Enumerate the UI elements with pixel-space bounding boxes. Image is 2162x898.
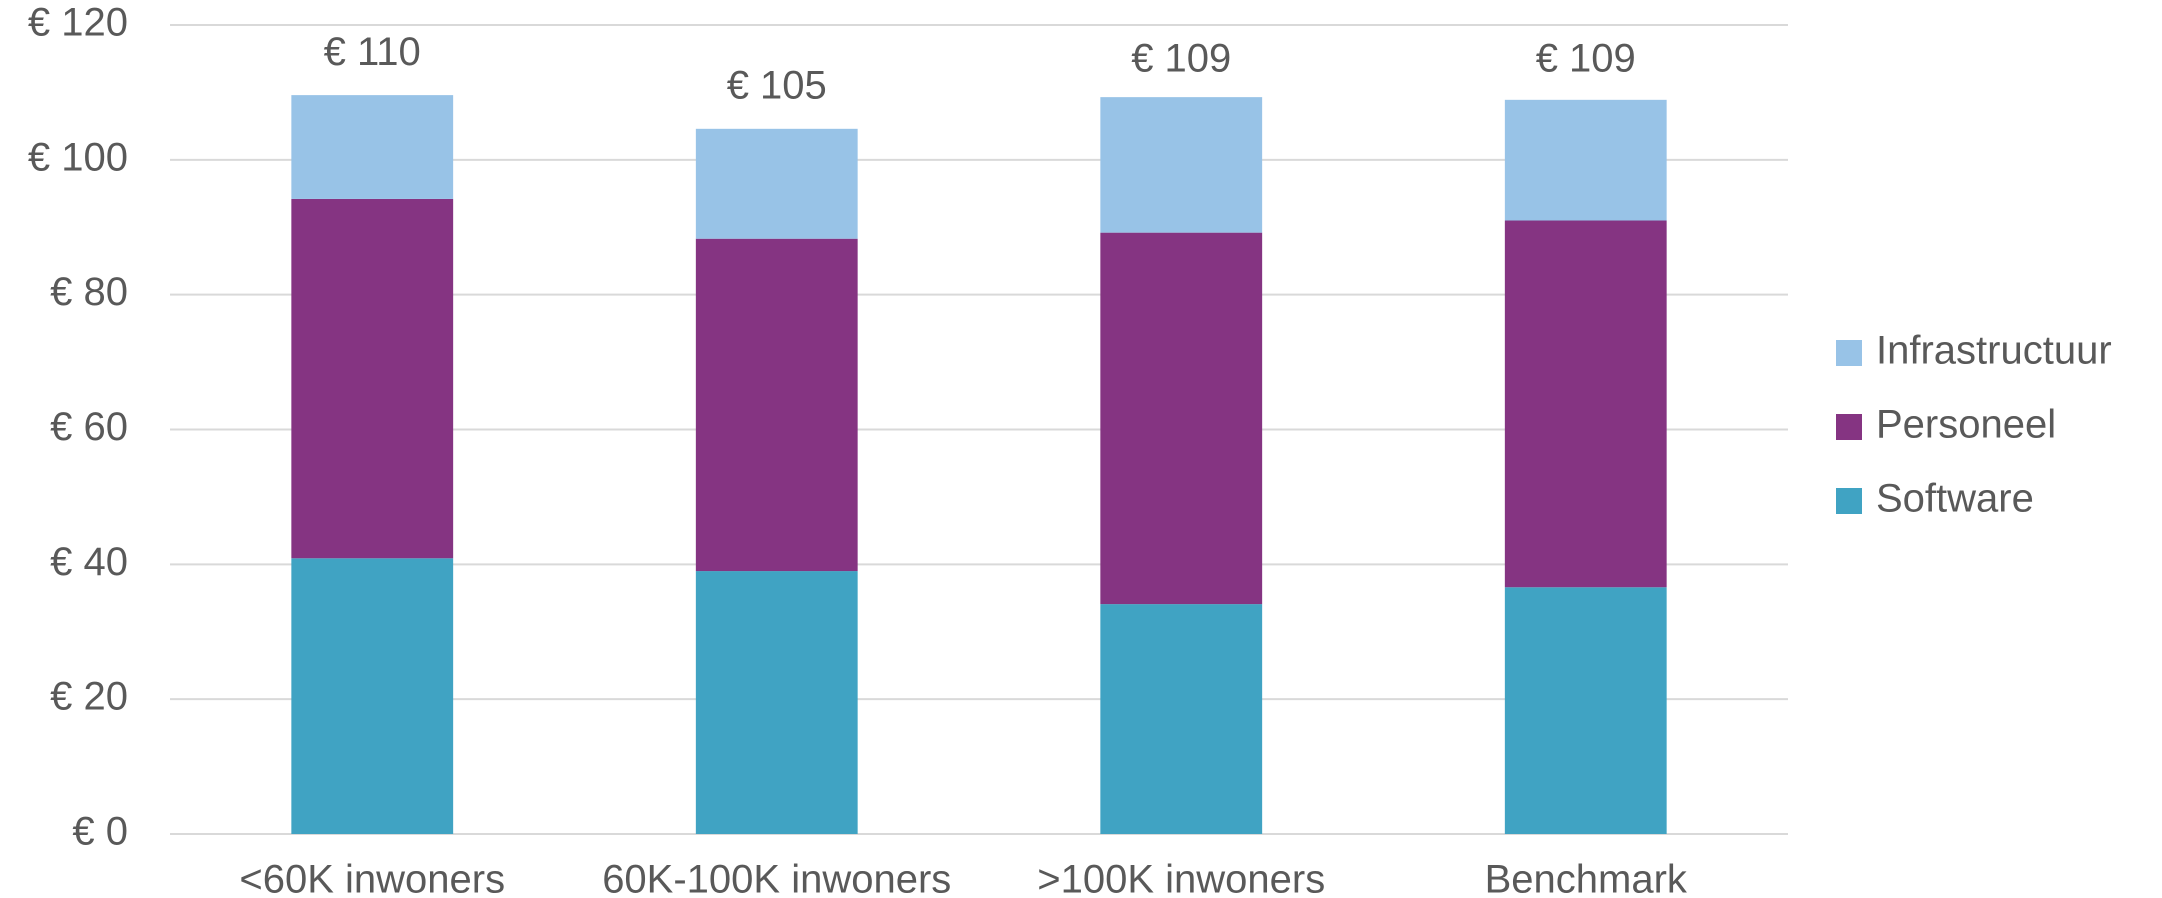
y-tick-label: € 120 [28, 1, 128, 45]
bar-segment [1504, 99, 1667, 221]
total-label: € 109 [1131, 37, 1231, 81]
total-label: € 105 [727, 64, 827, 108]
x-tick-label: Benchmark [1485, 858, 1688, 898]
y-tick-label: € 20 [50, 675, 128, 719]
bar-segment [291, 95, 454, 199]
legend-label: Personeel [1876, 403, 2056, 447]
legend-swatch [1836, 488, 1862, 514]
x-tick-label: 60K-100K inwoners [602, 858, 951, 898]
total-label: € 109 [1536, 37, 1636, 81]
legend-swatch [1836, 414, 1862, 440]
bar-segment [1504, 220, 1667, 588]
x-tick-label: <60K inwoners [239, 858, 505, 898]
y-tick-label: € 100 [28, 135, 128, 179]
bar-segment [1504, 587, 1667, 834]
y-tick-label: € 0 [72, 810, 128, 854]
bar-segment [1100, 232, 1263, 605]
y-tick-label: € 80 [50, 270, 128, 314]
legend-swatch [1836, 340, 1862, 366]
x-tick-label: >100K inwoners [1037, 858, 1325, 898]
bar-segment [291, 198, 454, 559]
y-tick-label: € 60 [50, 405, 128, 449]
y-tick-label: € 40 [50, 540, 128, 584]
bar-segment [1100, 97, 1263, 233]
bar-segment [695, 571, 858, 834]
bar-segment [291, 558, 454, 834]
bar-segment [1100, 604, 1263, 834]
legend-label: Software [1876, 477, 2034, 521]
total-label: € 110 [324, 30, 421, 74]
bar-segment [695, 128, 858, 239]
bar-segment [695, 238, 858, 572]
legend-label: Infrastructuur [1876, 329, 2112, 373]
